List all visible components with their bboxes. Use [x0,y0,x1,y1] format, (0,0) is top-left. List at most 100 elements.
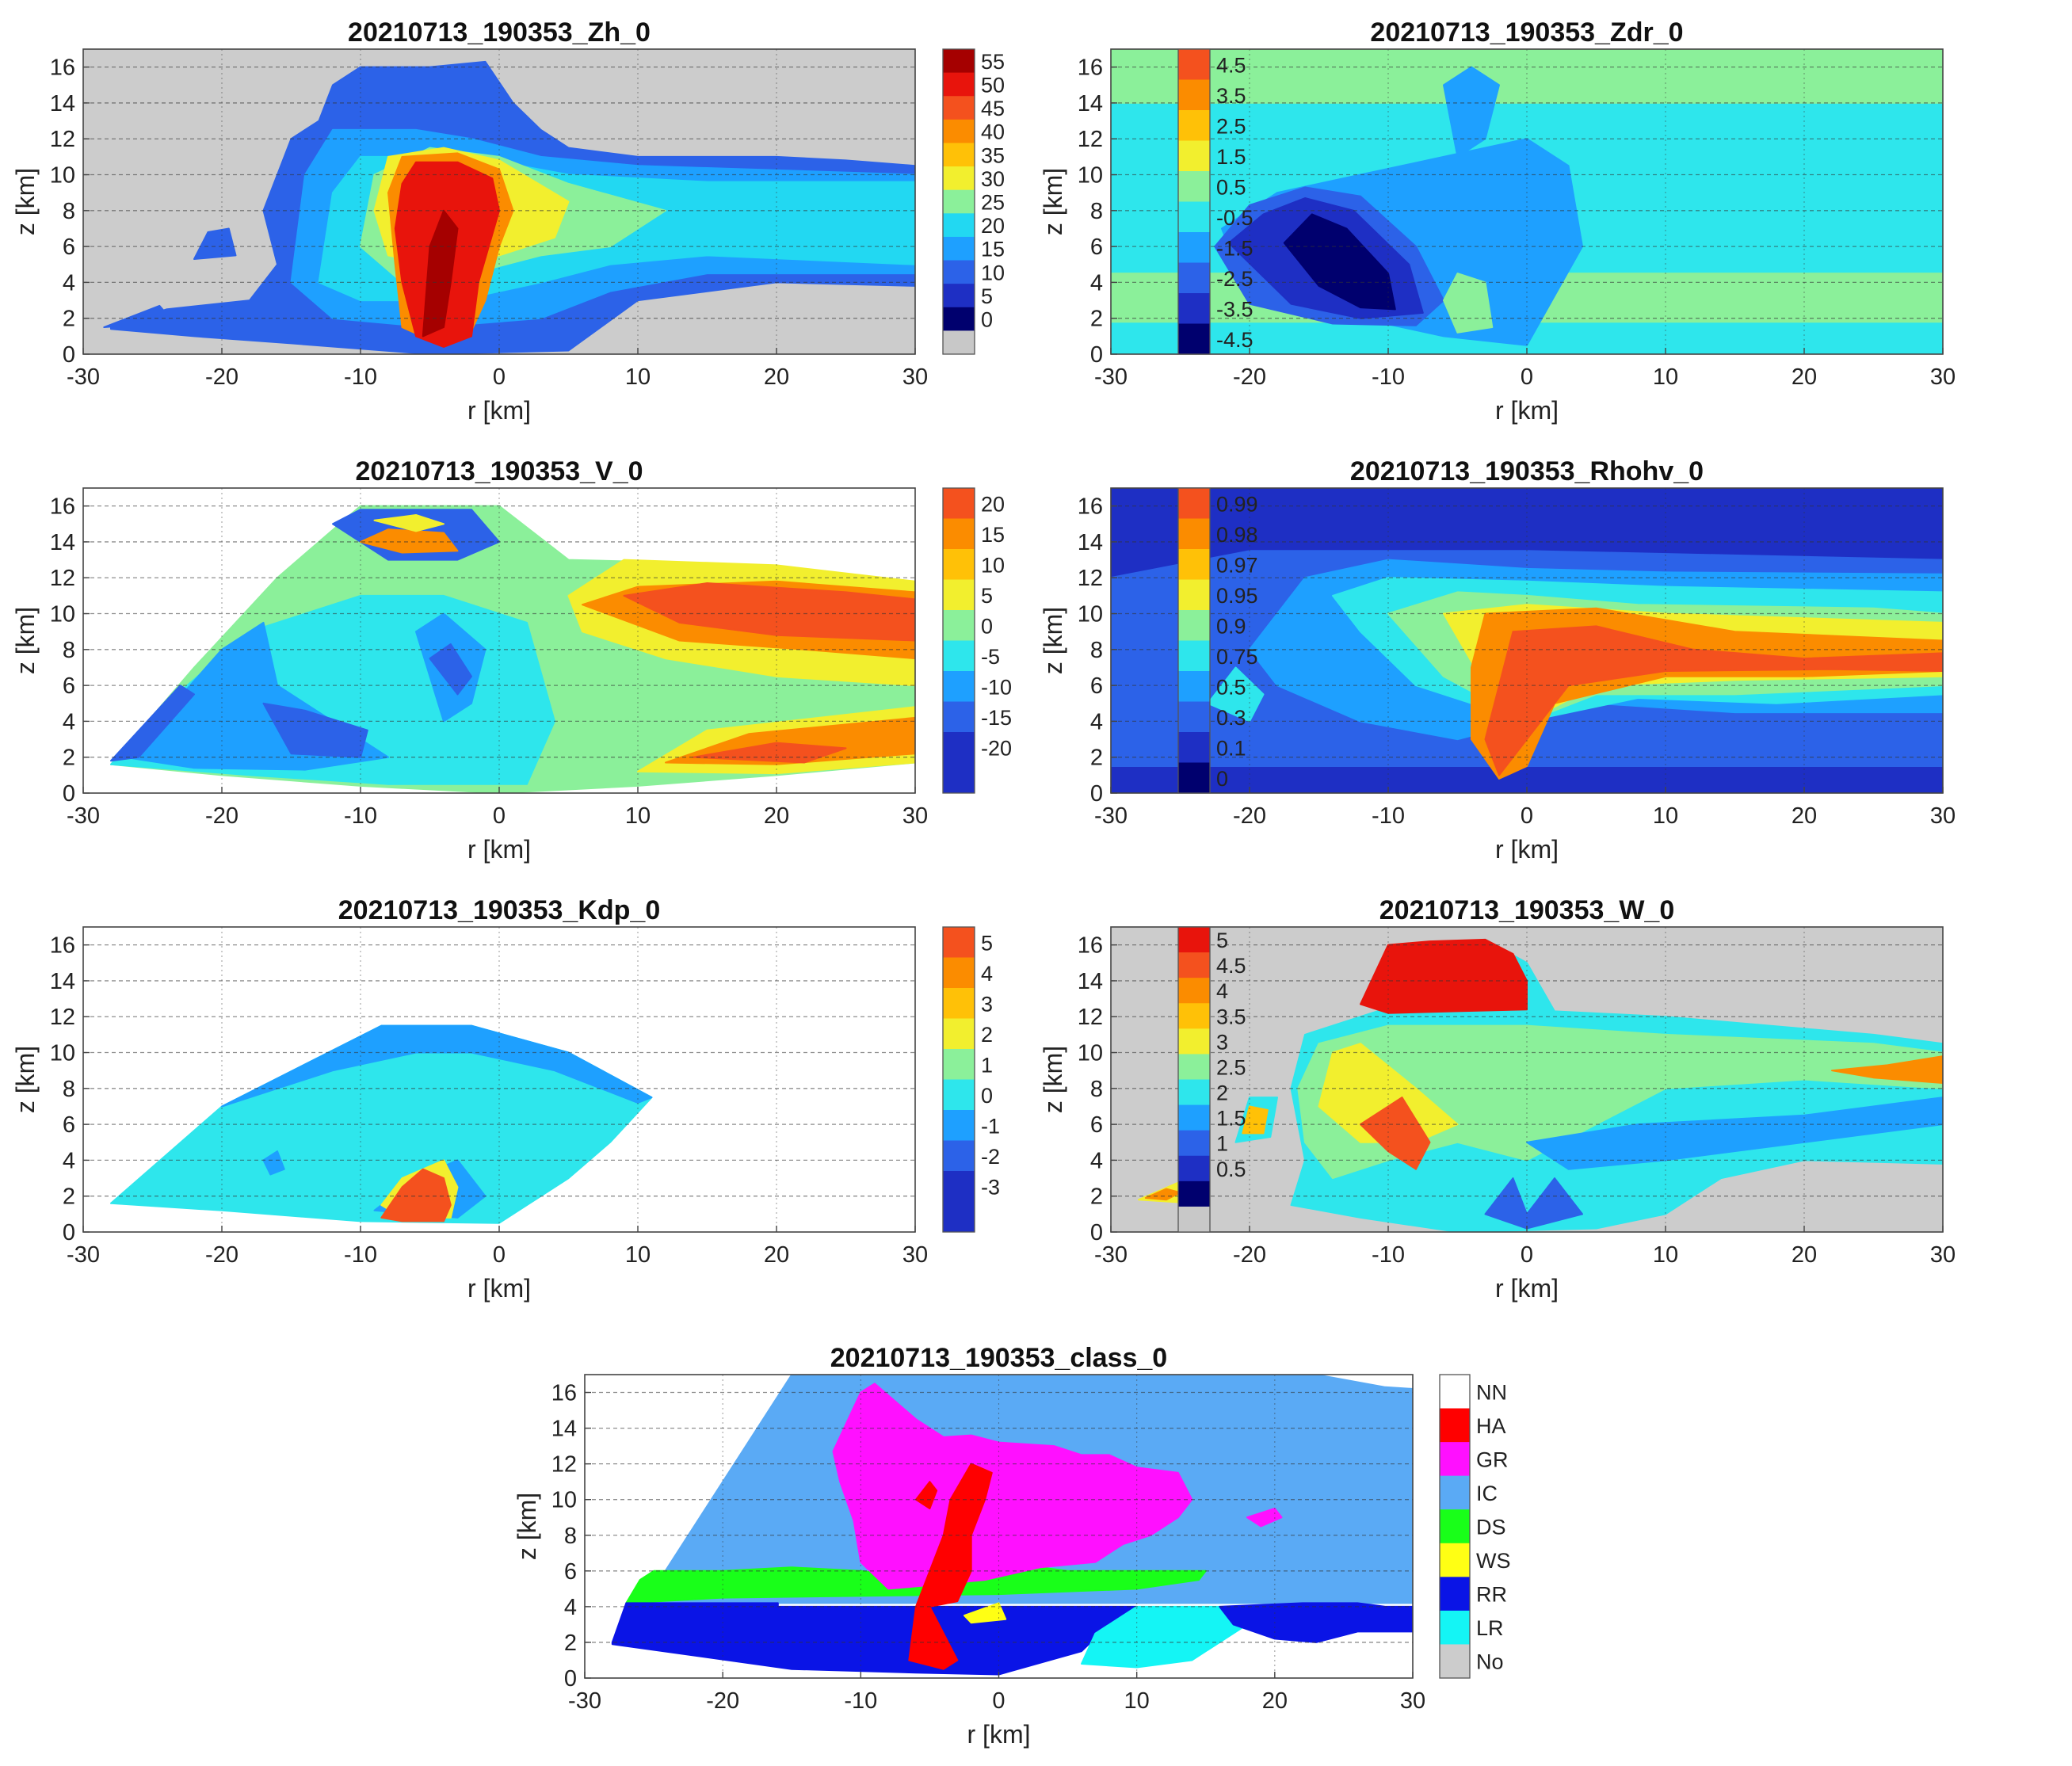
colorbar-tick-label: 5 [1216,929,1228,952]
colorbar-segment [943,1018,975,1050]
colorbar-segment [1178,140,1210,172]
y-tick-label: 4 [1090,270,1103,296]
data-region [1219,1602,1413,1643]
x-tick-label: 20 [764,364,789,390]
colorbar-segment [1178,1079,1210,1106]
colorbar-tick-label: -3.5 [1216,297,1254,321]
colorbar-segment [1178,978,1210,1004]
colorbar-segment [943,640,975,672]
colorbar-segment [943,96,975,120]
colorbar-tick-label: 0 [981,1084,993,1108]
colorbar-tick-label: -1.5 [1216,236,1254,260]
colorbar-tick-label: 25 [981,191,1005,215]
colorbar-segment [943,488,975,519]
colorbar-segment [943,579,975,611]
colorbar-segment [943,72,975,97]
data-region [1318,1043,1459,1143]
y-tick-label: 4 [1090,1148,1103,1173]
y-tick-label: 10 [50,602,75,627]
colorbar-tick-label: 4.5 [1216,954,1246,978]
colorbar-segment [943,49,975,74]
y-tick-label: 2 [63,1184,75,1210]
chart-title: 20210713_190353_Rhohv_0 [1350,456,1704,486]
x-tick-label: -30 [67,1242,100,1268]
colorbar-tick-label: 0.97 [1216,553,1258,577]
y-tick-label: 2 [564,1631,577,1656]
y-tick-label: 4 [564,1595,577,1620]
x-axis-label: r [km] [1495,396,1559,425]
x-tick-label: 30 [1930,364,1956,390]
colorbar-tick-label: 1.5 [1216,145,1246,169]
y-tick-label: 0 [1090,1220,1103,1245]
colorbar-tick-label: 20 [981,492,1005,516]
data-region [380,1168,452,1222]
colorbar-tick-label: 0.5 [1216,175,1246,199]
colorbar-tick-label: 0.75 [1216,645,1258,669]
y-tick-label: 10 [50,163,75,189]
x-tick-label: 10 [1653,1242,1678,1268]
grid [1111,927,1943,1232]
x-tick-label: 30 [902,803,928,829]
y-tick-label: 8 [63,199,75,224]
colorbar-tick-label: 0 [1216,767,1228,791]
data-region [693,742,847,764]
colorbar-tick-label: -20 [981,736,1012,760]
panel-5: -30 -20 -10 0 10 20 30024681012141620210713_19… [1039,895,1956,1303]
data-region [429,643,472,696]
colorbar-segment [1178,232,1210,263]
data-region [1283,213,1396,311]
x-tick-label: -20 [1233,803,1266,829]
y-tick-label: 16 [50,55,75,81]
x-tick-label: 0 [493,1242,506,1268]
y-axis-label: z [km] [1039,1046,1067,1113]
colorbar-tick-label: 15 [981,523,1005,547]
colorbar-segment [1178,701,1210,733]
colorbar-segment [943,119,975,143]
colorbar-tick-label: 3 [1216,1030,1228,1054]
colorbar-tick-label: 5 [981,931,993,955]
x-axis-label: r [km] [1495,835,1559,864]
colorbar-tick-label: -10 [981,675,1012,699]
x-tick-label: 30 [1930,803,1956,829]
colorbar-segment [1178,640,1210,672]
y-tick-label: 8 [1090,199,1103,224]
grid [1111,488,1943,793]
y-tick-label: 16 [551,1381,577,1406]
colorbar-segment [1178,110,1210,141]
colorbar-tick-label: 4 [981,962,993,986]
x-tick-label: -10 [1372,803,1405,829]
x-tick-label: 0 [493,803,506,829]
legend-label: IC [1476,1482,1498,1505]
data-region [1443,66,1500,158]
panel-6: -30 -20 -10 0 10 20 30 0 2 4 6 8 10 12 14 16 20210713_19… [513,1343,1511,1749]
legend-label: No [1476,1650,1504,1674]
y-tick-label: 2 [63,307,75,332]
y-tick-label: 0 [63,781,75,807]
y-axis-label: z [km] [11,1046,40,1113]
colorbar-segment [1178,1155,1210,1182]
y-tick-label: 12 [1078,1005,1103,1030]
colorbar-tick-label: 0.3 [1216,706,1246,730]
y-tick-label: 4 [63,1148,75,1173]
colorbar-segment [1178,262,1210,294]
colorbar-segment [1178,549,1210,580]
x-tick-label: 10 [625,364,651,390]
colorbar-tick-label: 5 [981,584,993,608]
y-tick-label: 6 [63,1112,75,1138]
x-tick-label: 10 [1653,803,1678,829]
x-tick-label: -30 [1094,364,1128,390]
colorbar-segment [1178,1028,1210,1055]
colorbar-segment [1178,201,1210,233]
legend-label: WS [1476,1549,1511,1573]
data-regions [110,1024,653,1224]
x-tick-label: 20 [1792,364,1817,390]
colorbar-tick-label: 0 [981,614,993,638]
colorbar-segment [1178,1104,1210,1131]
legend-label: GR [1476,1448,1509,1471]
legend-swatch [1440,1577,1470,1612]
x-tick-label: -20 [205,364,238,390]
data-region [1360,938,1528,1014]
x-tick-label: -30 [568,1688,601,1714]
y-axis-label: z [km] [1039,607,1067,674]
x-tick-label: 20 [1792,1242,1817,1268]
